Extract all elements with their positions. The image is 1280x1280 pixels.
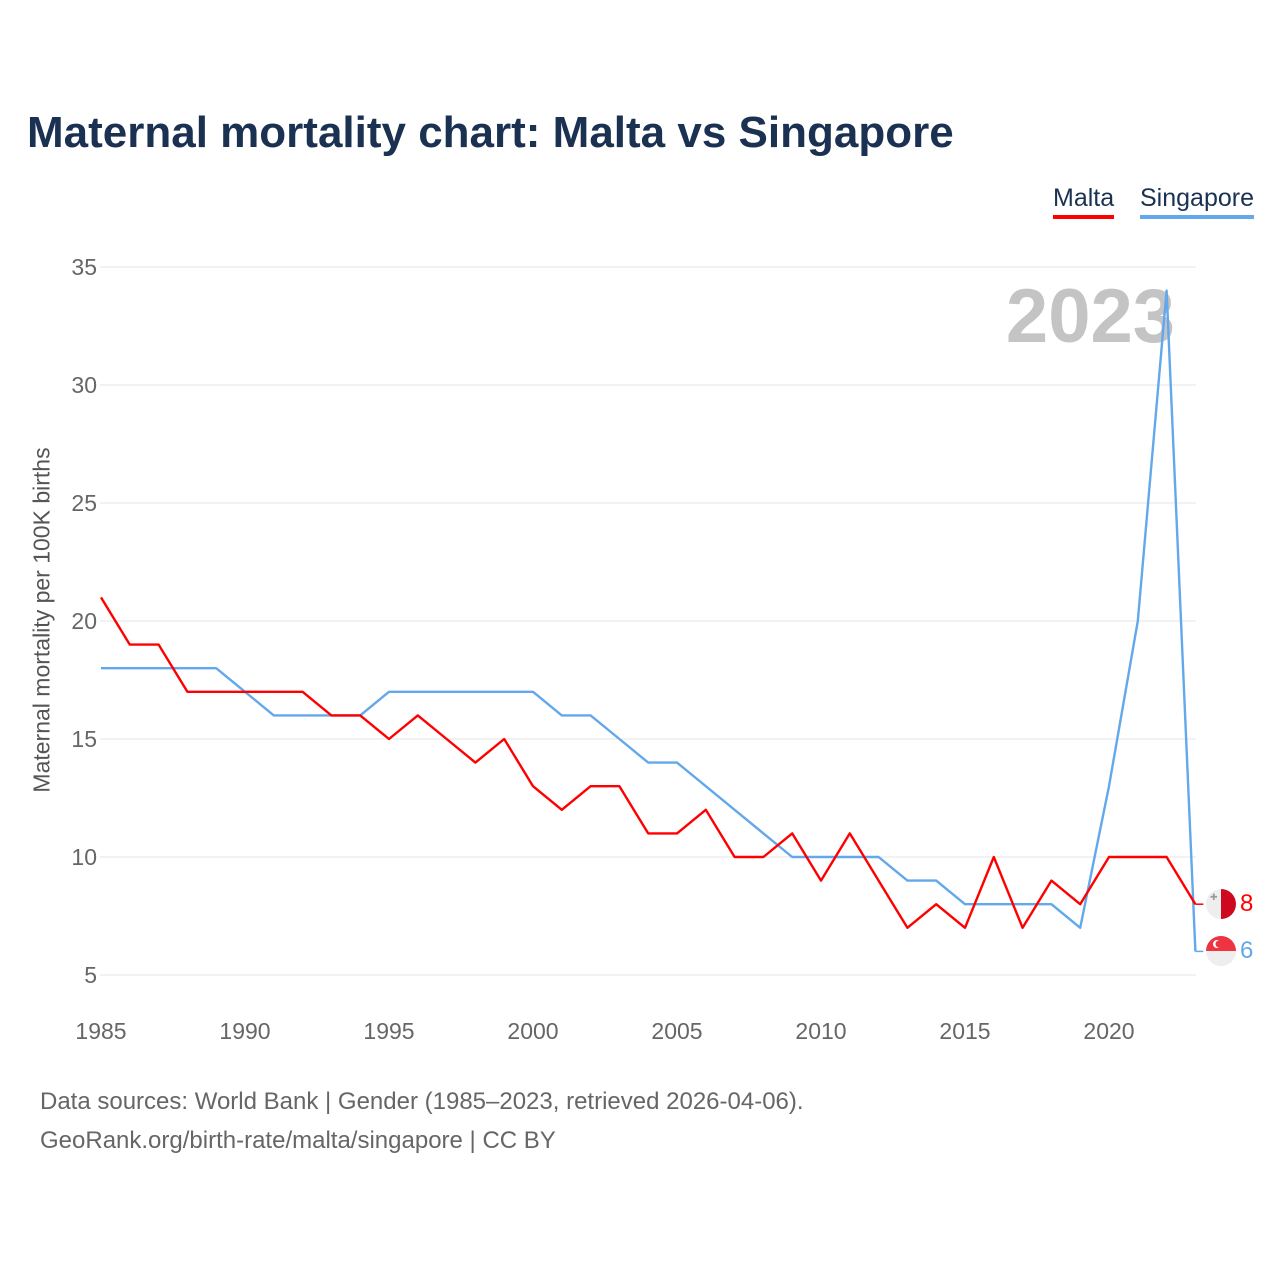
y-tick-label: 35 (71, 254, 97, 280)
end-value-malta: 8 (1240, 890, 1253, 917)
chart-title: Maternal mortality chart: Malta vs Singa… (27, 108, 954, 157)
legend-malta[interactable]: Malta (1053, 184, 1115, 219)
y-tick-label: 25 (71, 490, 97, 516)
y-tick-label: 30 (71, 372, 97, 398)
x-tick-label: 2010 (795, 1018, 846, 1044)
x-tick-label: 2000 (507, 1018, 558, 1044)
x-tick-label: 1995 (363, 1018, 414, 1044)
x-tick-label: 2015 (939, 1018, 990, 1044)
y-tick-label: 10 (71, 844, 97, 870)
crescent-cut (1215, 940, 1223, 948)
year-watermark: 2023 (1006, 274, 1175, 359)
series-line-malta (99, 596, 1197, 929)
flag-red-half (1221, 889, 1236, 919)
malta-flag-icon: ✚ (1206, 889, 1236, 919)
y-tick-label: 5 (84, 962, 97, 988)
source-note: Data sources: World Bank | Gender (1985–… (40, 1088, 804, 1115)
x-tick-label: 2005 (651, 1018, 702, 1044)
credit-link[interactable]: GeoRank.org/birth-rate/malta/singapore |… (40, 1127, 556, 1154)
y-tick-label: 20 (71, 608, 97, 634)
x-tick-label: 1990 (219, 1018, 270, 1044)
y-tick-label: 15 (71, 726, 97, 752)
x-tick-label: 1985 (75, 1018, 126, 1044)
end-value-singapore: 6 (1240, 937, 1253, 964)
singapore-flag-icon (1206, 936, 1236, 966)
x-tick-label: 2020 (1083, 1018, 1134, 1044)
legend-singapore[interactable]: Singapore (1140, 184, 1254, 219)
george-cross: ✚ (1210, 892, 1218, 902)
